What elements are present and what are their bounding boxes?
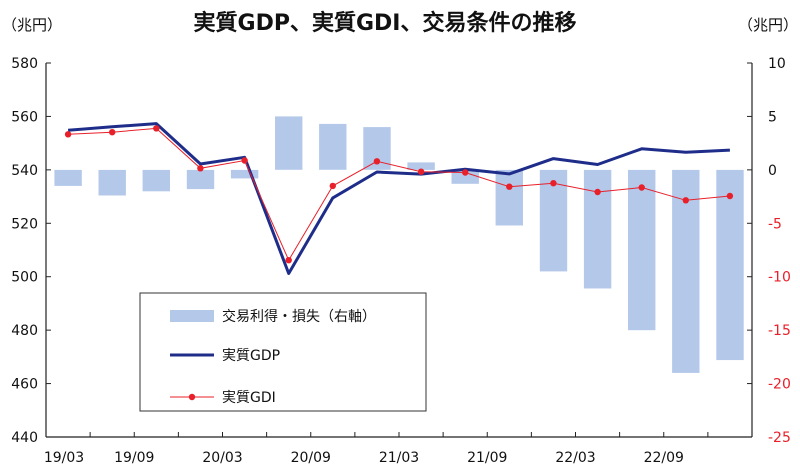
line-real-gdi	[68, 127, 730, 262]
right-tick-label: 10	[768, 56, 786, 72]
point-real-gdi	[726, 192, 734, 200]
line-real-gdp	[67, 122, 730, 275]
right-tick-label: -15	[768, 323, 791, 339]
point-real-gdi	[506, 183, 513, 190]
bar-22-06	[628, 169, 656, 331]
right-tick-label: -20	[768, 377, 791, 393]
x-tick-label: 20/09	[291, 450, 331, 466]
bar-19-03	[54, 169, 82, 186]
point-real-gdi	[550, 180, 557, 187]
bar-21-03	[407, 162, 435, 170]
right-tick-label: 5	[768, 109, 777, 125]
bar-20-03	[230, 169, 259, 179]
point-real-gdi	[285, 257, 292, 264]
left-axis-unit: （兆円）	[2, 16, 62, 34]
point-real-gdi	[241, 157, 248, 164]
left-tick-label: 480	[11, 323, 38, 339]
bar-19-09	[142, 169, 170, 192]
bar-19-12	[186, 169, 215, 190]
bar-series-terms-of-trade	[54, 116, 744, 373]
right-tick-label: -5	[768, 216, 782, 232]
legend: 交易利得・損失（右軸） 実質GDP 実質GDI	[139, 292, 427, 412]
legend-marker-real-gdi	[188, 393, 196, 401]
point-real-gdi	[64, 131, 72, 138]
point-real-gdi	[197, 165, 204, 172]
point-real-gdi	[153, 125, 160, 132]
legend-label-real-gdi: 実質GDI	[222, 390, 276, 406]
bar-21-06	[451, 169, 479, 184]
point-real-gdi	[638, 184, 645, 191]
x-tick-label: 19/03	[44, 450, 84, 466]
point-real-gdi	[594, 188, 601, 196]
point-real-gdi	[682, 197, 689, 204]
x-tick-label: 22/09	[644, 450, 684, 466]
left-tick-label: 460	[11, 377, 38, 393]
bar-20-06	[275, 116, 303, 170]
axes	[45, 62, 753, 438]
x-tick-label: 19/09	[114, 450, 154, 466]
bar-21-12	[539, 169, 568, 272]
legend-label-real-gdp: 実質GDP	[222, 348, 280, 364]
point-real-gdi	[373, 158, 381, 165]
line-series	[64, 122, 734, 275]
bar-22-03	[583, 169, 612, 289]
right-tick-label: 0	[768, 163, 777, 179]
chart-title: 実質GDP、実質GDI、交易条件の推移	[194, 10, 577, 36]
bar-22-12	[716, 169, 744, 361]
x-tick-label: 20/03	[202, 450, 242, 466]
legend-swatch-terms-of-trade	[170, 310, 214, 322]
left-tick-label: 580	[11, 56, 38, 72]
left-tick-label: 520	[11, 216, 38, 232]
bar-22-09	[672, 169, 700, 373]
tick-labels: 440 460 480 500 520 540 560 580 -25 -20 -15 -10 -5 0 5…	[11, 56, 791, 466]
x-tick-label: 21/03	[379, 450, 419, 466]
bar-21-09	[495, 169, 523, 226]
bar-19-06	[98, 169, 126, 196]
left-tick-label: 440	[11, 430, 38, 446]
x-tick-label: 22/03	[555, 450, 595, 466]
right-axis-unit: （兆円）	[738, 16, 798, 34]
point-real-gdi	[109, 129, 116, 136]
point-real-gdi	[462, 169, 469, 176]
bar-20-09	[319, 123, 347, 170]
left-tick-label: 560	[11, 109, 38, 125]
x-tick-label: 21/09	[467, 450, 507, 466]
point-real-gdi	[417, 168, 425, 175]
left-tick-label: 540	[11, 163, 38, 179]
right-tick-label: -25	[768, 430, 791, 446]
right-tick-label: -10	[768, 270, 791, 286]
legend-label-terms-of-trade: 交易利得・損失（右軸）	[222, 308, 376, 325]
point-real-gdi	[329, 182, 336, 190]
left-tick-label: 500	[11, 270, 38, 286]
